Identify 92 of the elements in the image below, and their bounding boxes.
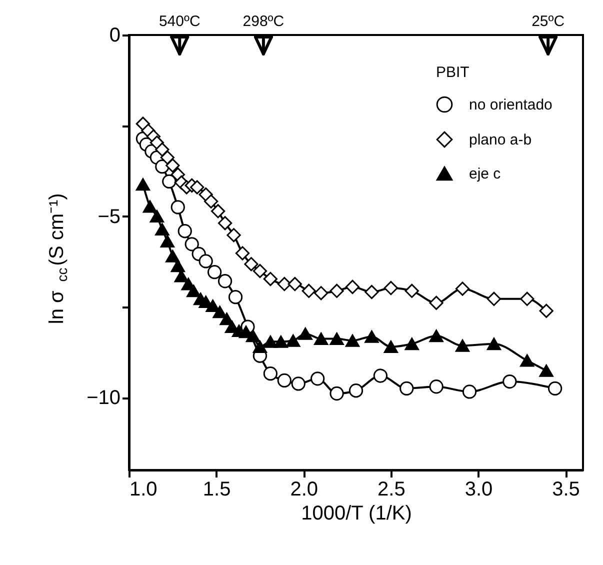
point [291,376,306,391]
y-tick-label: −10 [86,387,120,409]
point [136,178,150,191]
point [155,142,170,157]
x-tick-label: 1.5 [202,478,231,500]
point [155,223,170,236]
point [455,282,470,296]
point [404,284,419,298]
point [384,340,398,353]
legend-label: plano a-b [469,132,532,148]
y-tick-label: −5 [98,206,120,228]
point [520,354,534,367]
point [314,332,328,345]
ref-line-label: 298ºC [242,13,284,30]
point [502,374,517,389]
point [220,312,234,326]
point [190,180,204,194]
legend-label: eje c [469,166,502,182]
point [263,272,278,286]
point [210,204,226,218]
point [345,334,360,347]
point [244,257,258,272]
point [186,284,201,298]
point [206,300,220,312]
point [429,330,444,342]
point [302,284,316,298]
point [462,384,477,399]
legend-title: PBIT [436,64,470,81]
point [263,335,278,348]
point [142,200,158,213]
x-tick-label: 1.0 [130,478,158,500]
x-tick-label: 3.0 [464,478,493,500]
ref-line-label: 540ºC [158,13,200,30]
point [288,276,302,292]
point [330,284,344,298]
point [400,381,414,396]
point [170,200,185,214]
ref-line-label: 25ºC [532,13,565,30]
point [162,174,176,189]
point [520,292,534,306]
point [150,210,164,222]
x-tick-label: 2.0 [290,478,318,500]
point [207,265,222,280]
point [539,304,554,318]
x-tick-label: 2.5 [378,478,406,500]
legend-label: no orientado [469,96,552,114]
point [330,332,344,345]
point [228,290,243,304]
point [404,338,419,350]
point [184,237,199,252]
point [548,381,562,396]
point [252,264,268,278]
point [455,339,470,352]
point [212,306,227,318]
point [429,296,444,310]
point [384,280,398,296]
point [345,280,360,294]
point [166,158,180,173]
point [314,286,328,300]
x-tick-label: 3.5 [552,478,580,500]
point [310,372,325,386]
point [170,260,185,272]
point [348,384,364,398]
point [298,327,312,340]
point [235,246,250,260]
point [486,338,502,350]
point [364,330,379,343]
point [160,150,174,165]
point [277,373,292,388]
point [218,274,232,288]
point [330,386,344,401]
point [364,284,379,300]
point [198,254,213,268]
point [286,334,300,347]
point [226,228,241,242]
x-axis-title: 1000/T (1/K) [301,502,412,524]
y-tick-label: 0 [109,24,120,46]
point [373,368,388,383]
point [204,194,218,208]
y-axis-title: ln σcc(S cm⁻¹) [46,193,70,324]
point [539,364,554,377]
point [263,366,278,381]
point [277,276,292,292]
point [178,224,192,238]
point [252,340,268,353]
point [160,235,174,248]
point [218,216,232,230]
point [486,292,502,306]
point [166,250,180,262]
point [274,335,288,348]
point [246,330,260,342]
point [429,380,444,394]
